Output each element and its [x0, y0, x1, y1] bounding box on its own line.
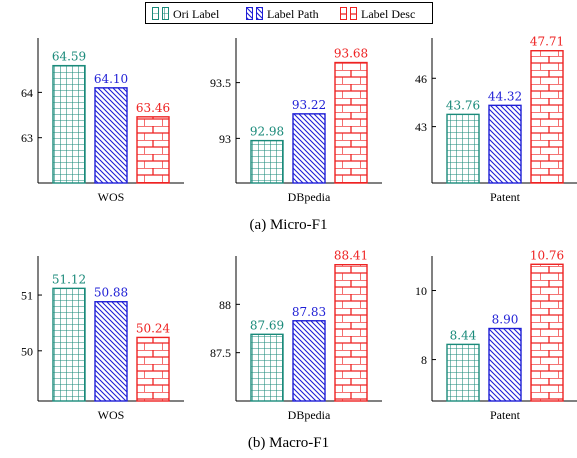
caption-micro-f1: (a) Micro-F1	[249, 217, 328, 233]
bar-value-label: 51.12	[52, 272, 86, 286]
y-tick-label: 51	[21, 289, 33, 303]
y-tick-label: 87.5	[210, 346, 231, 360]
y-tick-label: 10	[415, 284, 427, 298]
y-tick-label: 8	[421, 353, 427, 367]
bar-label-desc	[334, 61, 368, 184]
legend-swatch-grid	[152, 7, 169, 20]
bar-label-path	[94, 301, 128, 402]
bar-label-path	[292, 113, 326, 184]
bar-label-desc	[136, 116, 170, 184]
bar-value-label: 87.69	[250, 318, 284, 332]
x-axis-label: Patent	[490, 190, 521, 204]
x-axis-label: DBpedia	[288, 190, 331, 204]
legend: Ori Label Label Path Label Desc	[145, 2, 433, 24]
legend-swatch-diagonal	[246, 7, 263, 20]
bar-label-path	[94, 87, 128, 184]
bar-value-label: 47.71	[530, 35, 564, 49]
y-tick-label: 46	[415, 72, 427, 86]
bar-label-desc	[530, 263, 564, 402]
y-tick-label: 63	[21, 131, 33, 145]
bar-ori-label	[446, 343, 480, 402]
legend-swatch-brick	[340, 7, 357, 20]
x-axis-label: Patent	[490, 408, 521, 422]
legend-label: Label Path	[267, 7, 319, 21]
bar-ori-label	[52, 287, 86, 402]
legend-label: Label Desc	[361, 7, 416, 21]
bar-value-label: 64.10	[94, 72, 128, 86]
x-axis-label: WOS	[98, 408, 125, 422]
y-tick-label: 50	[21, 344, 33, 358]
bar-value-label: 44.32	[488, 89, 522, 103]
y-tick-label: 93	[219, 132, 231, 146]
y-tick-label: 88	[219, 298, 231, 312]
panel-macro-f1-patent: 8 10 8.44 8.90 10.76 Patent	[415, 248, 577, 422]
legend-label: Ori Label	[173, 7, 220, 21]
panel-micro-f1-dbpedia: 93 93.5 92.98 93.22 93.68 DBpedia	[210, 38, 382, 204]
bar-value-label: 63.46	[136, 101, 170, 115]
bar-value-label: 93.68	[334, 47, 368, 61]
bar-value-label: 93.22	[292, 98, 326, 112]
bar-label-path	[488, 327, 522, 402]
bar-value-label: 8.44	[450, 328, 477, 342]
y-tick-label: 43	[415, 120, 427, 134]
bar-ori-label	[250, 333, 284, 402]
bar-ori-label	[250, 139, 284, 184]
bar-value-label: 8.90	[492, 313, 519, 327]
bar-value-label: 50.88	[94, 286, 128, 300]
bar-value-label: 87.83	[292, 305, 326, 319]
panel-macro-f1-wos: 50 51 51.12 50.88 50.24 WOS	[21, 256, 184, 422]
bar-value-label: 43.76	[446, 98, 480, 112]
bar-label-path	[292, 320, 326, 402]
caption-macro-f1: (b) Macro-F1	[247, 435, 330, 451]
bar-ori-label	[446, 113, 480, 184]
x-axis-label: WOS	[98, 190, 125, 204]
panel-micro-f1-wos: 63 64 64.59 64.10 63.46 WOS	[21, 38, 184, 204]
bar-value-label: 50.24	[136, 321, 171, 335]
bar-label-desc	[136, 336, 170, 402]
y-tick-label: 64	[21, 86, 33, 100]
y-tick-label: 93.5	[210, 76, 231, 90]
x-axis-label: DBpedia	[288, 408, 331, 422]
bar-ori-label	[52, 64, 86, 184]
bar-label-desc	[530, 50, 564, 184]
bar-label-desc	[334, 264, 368, 402]
panel-macro-f1-dbpedia: 87.5 88 87.69 87.83 88.41 DBpedia	[210, 249, 382, 422]
bar-value-label: 88.41	[334, 249, 368, 263]
panel-micro-f1-patent: 43 46 43.76 44.32 47.71 Patent	[415, 35, 577, 204]
bar-value-label: 10.76	[530, 248, 564, 262]
bar-value-label: 64.59	[52, 50, 86, 64]
bar-label-path	[488, 104, 522, 184]
bar-value-label: 92.98	[250, 125, 284, 139]
